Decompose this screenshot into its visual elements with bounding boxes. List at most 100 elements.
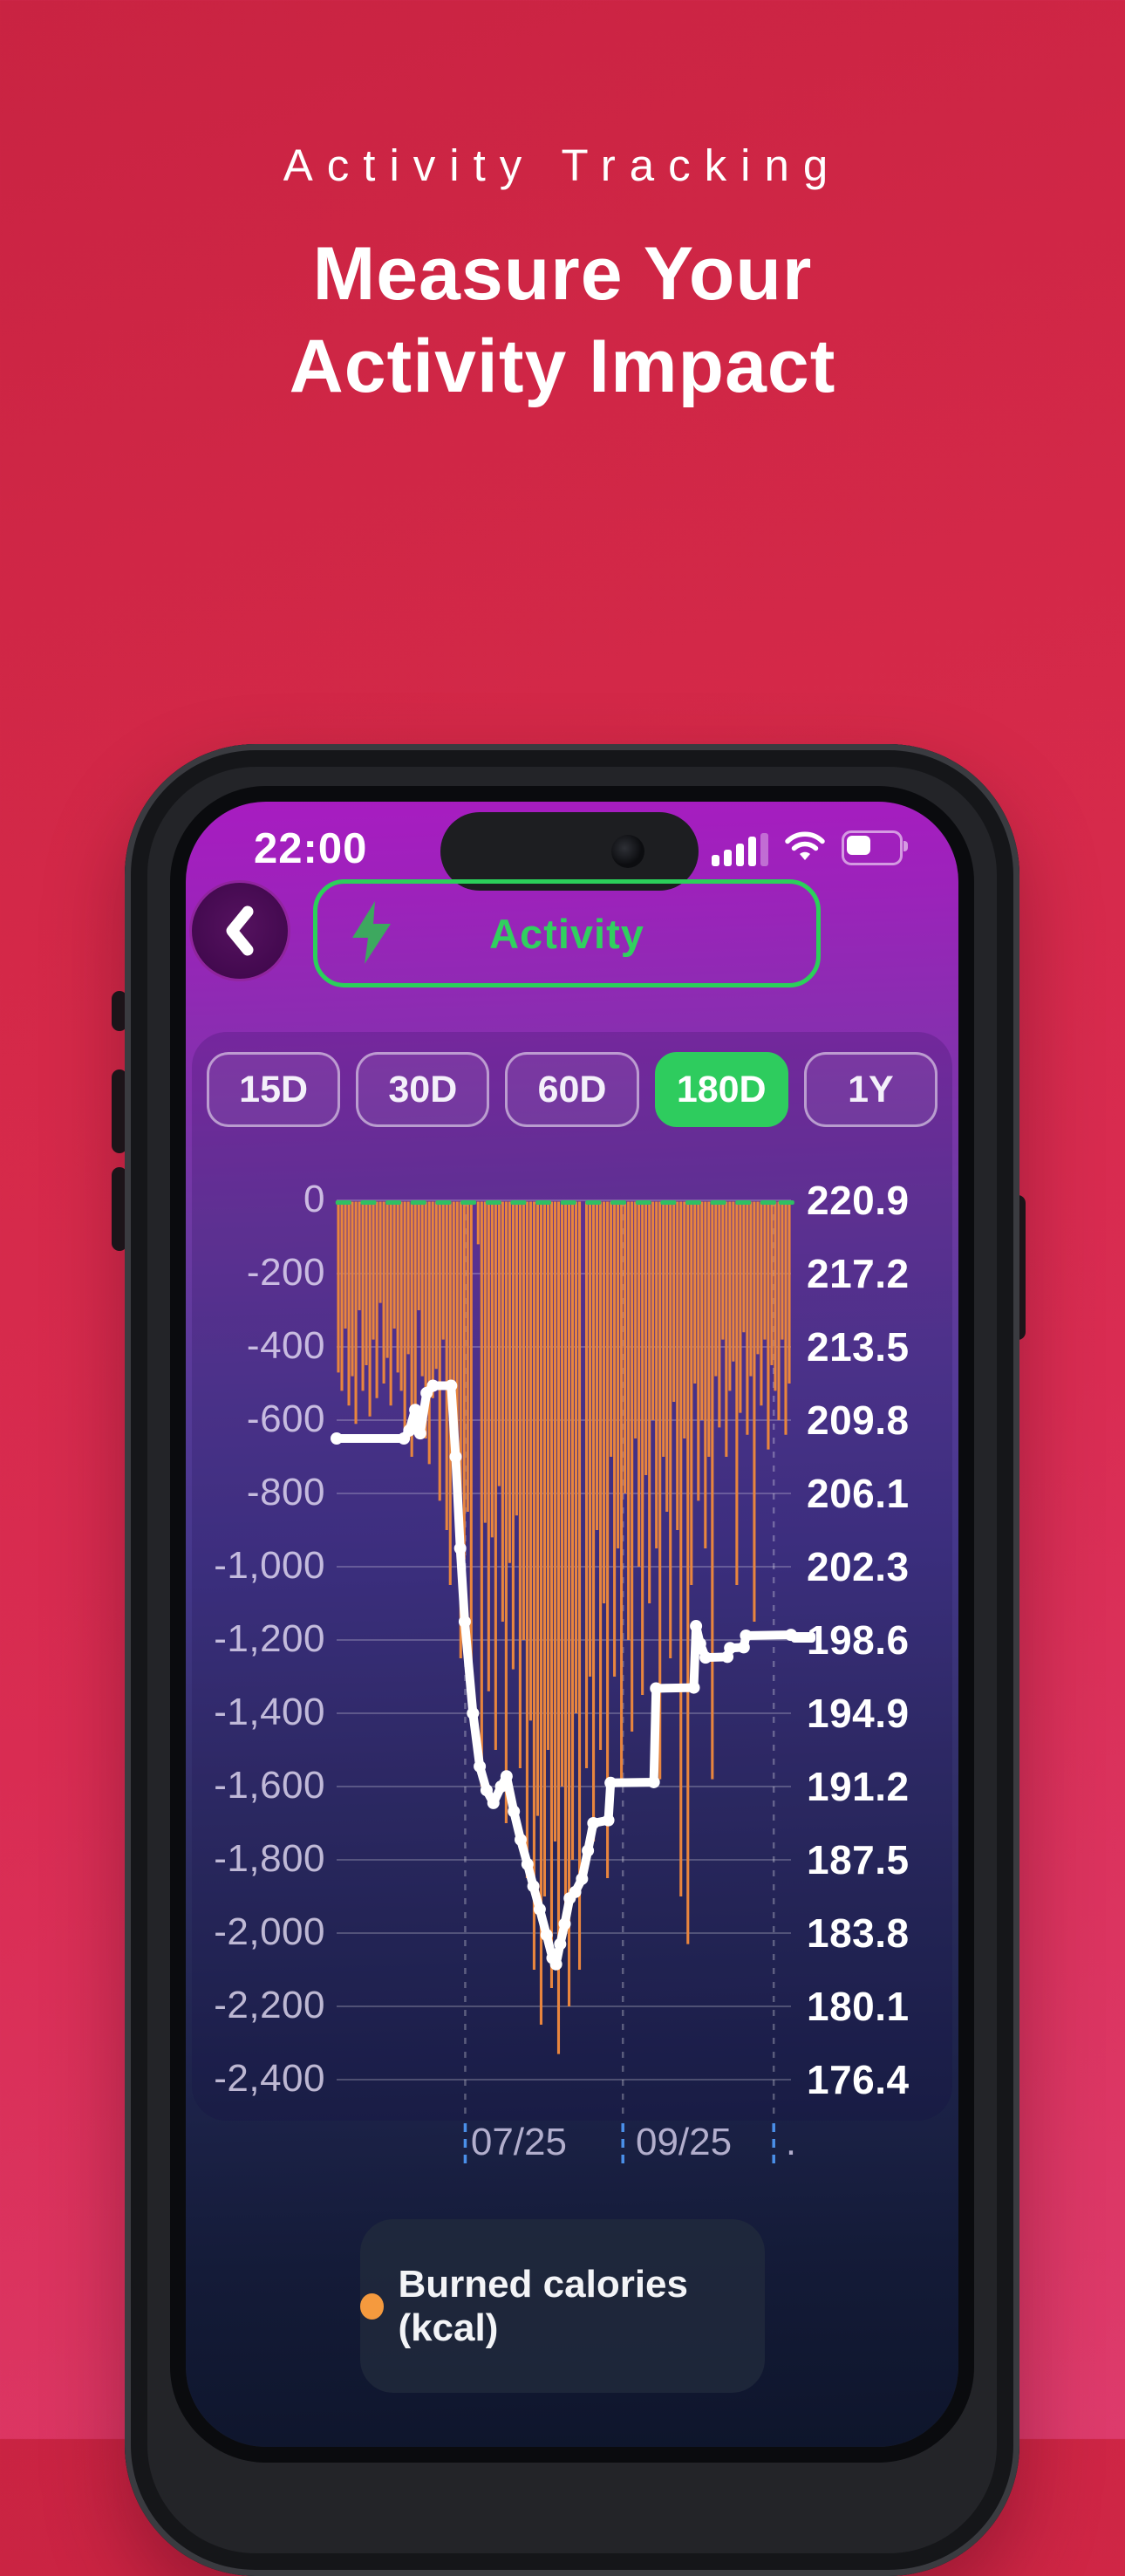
x-axis-label: 09/25 [635,2121,733,2163]
legend-label: Burned calories (kcal) [398,2262,688,2349]
camera-icon [611,835,644,868]
green-cap-marker [635,1200,651,1205]
weight-line-marker [467,1707,480,1719]
hero-eyebrow: Activity Tracking [283,140,842,190]
weight-line-marker [576,1872,589,1885]
left-axis-tick: -600 [246,1397,325,1440]
green-cap-marker [485,1200,501,1205]
mute-switch[interactable] [112,991,127,1031]
right-axis-tick: 191.2 [807,1764,910,1809]
weight-line-marker [413,1427,426,1440]
tab-15d[interactable]: 15D [207,1052,341,1127]
status-bar: 22:00 [186,812,958,891]
x-axis-label: 07/25 [470,2121,567,2163]
volume-up-button[interactable] [112,1069,127,1153]
left-axis-tick: -1,400 [214,1691,325,1733]
left-axis-tick: -2,400 [214,2057,325,2100]
green-cap-marker [385,1200,402,1205]
dynamic-island [440,812,699,891]
green-cap-marker [560,1200,576,1205]
phone-mockup: 22:00 [125,744,1019,2576]
weight-line-marker [480,1784,493,1797]
weight-line-marker [687,1681,700,1694]
right-axis-tick: 187.5 [807,1837,910,1882]
tab-30d[interactable]: 30D [356,1052,490,1127]
left-axis-tick: 0 [303,1178,325,1220]
hero-header: Activity Tracking Measure Your Activity … [0,140,1125,413]
weight-line-marker [453,1542,467,1554]
weight-line-marker [449,1451,462,1463]
green-cap-marker [610,1200,627,1205]
wifi-icon [785,831,825,860]
weight-line-marker [445,1379,458,1392]
green-cap-marker [735,1200,752,1205]
back-button[interactable] [189,880,290,981]
signal-icon [712,830,768,866]
green-cap-marker [435,1200,452,1205]
legend-dot [360,2292,385,2320]
weight-line-marker [458,1616,471,1628]
tab-60d[interactable]: 60D [505,1052,639,1127]
right-axis-tick: 202.3 [807,1544,910,1589]
weight-line-marker [508,1805,521,1818]
activity-selector-button[interactable]: Activity [313,879,821,987]
activity-selector-label: Activity [489,910,644,957]
green-cap-marker [460,1200,477,1205]
hero-title: Measure Your Activity Impact [0,228,1125,413]
weight-line-marker [533,1903,546,1916]
weight-line-marker [587,1817,600,1829]
right-axis-tick: 194.9 [807,1691,910,1736]
left-axis-tick: -1,600 [214,1764,325,1807]
left-axis-tick: -200 [246,1251,325,1294]
left-axis-tick: -1,000 [214,1544,325,1587]
weight-line-marker [650,1682,663,1695]
volume-down-button[interactable] [112,1167,127,1251]
weight-line-marker [426,1379,440,1392]
x-axis-label: . [785,2121,797,2163]
weight-line-marker [699,1651,712,1664]
right-axis-tick: 209.8 [807,1397,910,1443]
weight-line-marker [549,1958,562,1971]
green-cap-marker [778,1200,794,1205]
status-time: 22:00 [254,825,368,872]
weight-line-marker [693,1637,706,1650]
weight-line-marker [724,1642,737,1655]
tab-1y[interactable]: 1Y [803,1052,938,1127]
weight-line-marker [554,1937,567,1951]
chevron-left-icon [226,905,254,956]
hero-title-line2: Activity Impact [289,325,836,408]
green-cap-marker [710,1200,726,1205]
weight-line-marker [500,1770,513,1783]
activity-chart[interactable]: 0 -200 -400 -600 -800 -1,000 -1,200 -1,400 -1,60… [186,802,958,2447]
hero-title-line1: Measure Your [312,232,813,316]
weight-line-marker [487,1796,500,1809]
green-cap-marker [760,1200,776,1205]
left-axis-tick: -1,200 [214,1617,325,1660]
tab-180d[interactable]: 180D [654,1052,788,1127]
green-cap-marker [685,1200,701,1205]
weight-line-marker [647,1775,660,1788]
right-axis-tick: 213.5 [807,1324,910,1370]
left-axis-tick: -2,000 [214,1910,325,1953]
lightning-bolt-icon [352,901,391,964]
left-axis-tick: -1,800 [214,1837,325,1880]
green-cap-marker [660,1200,677,1205]
weight-line-marker [515,1833,528,1846]
current-value-tick [791,1632,815,1643]
weight-line-marker [737,1641,750,1654]
right-axis-tick: 217.2 [807,1251,910,1296]
chart-legend[interactable]: Burned calories (kcal) [360,2219,765,2393]
right-axis-tick: 180.1 [807,1984,910,2029]
status-icons [712,830,908,866]
chart-plot[interactable] [331,1199,797,2177]
weight-line-marker [521,1858,534,1871]
left-axis-tick: -400 [246,1324,325,1367]
right-axis-tick: 176.4 [807,2057,910,2102]
green-cap-marker [360,1200,377,1205]
weight-line-marker [474,1759,487,1773]
right-axis-tick: 206.1 [807,1471,910,1516]
weight-line-marker [331,1432,343,1445]
right-axis-tick: 220.9 [807,1178,910,1223]
weight-line-marker [602,1814,615,1827]
weight-line-marker [409,1404,422,1417]
